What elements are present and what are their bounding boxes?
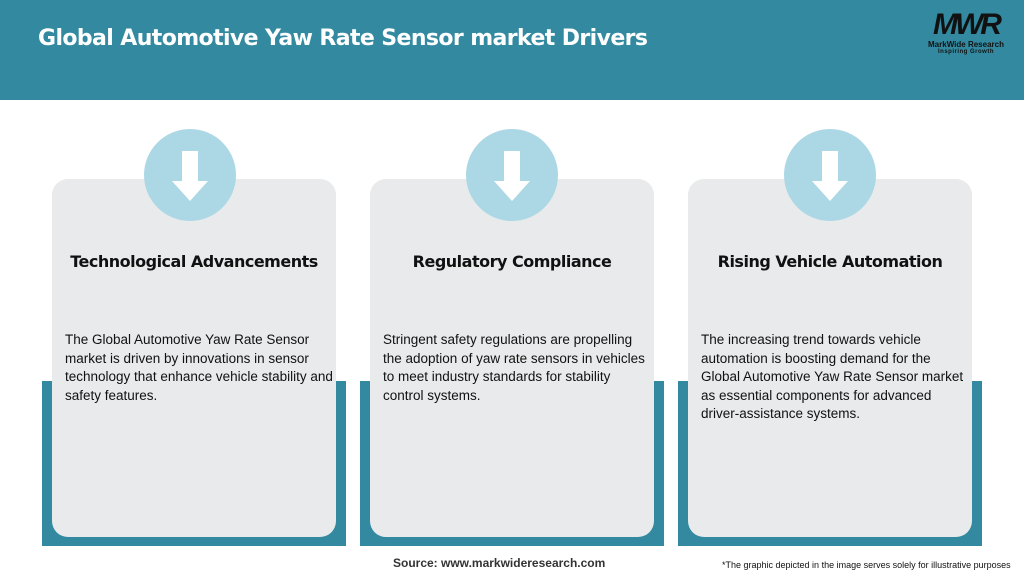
- card-title: Rising Vehicle Automation: [717, 252, 943, 271]
- card-title: Technological Advancements: [70, 252, 318, 271]
- logo-tagline: Inspiring Growth: [938, 49, 994, 55]
- source-citation: Source: www.markwideresearch.com: [393, 556, 606, 570]
- card-text: The Global Automotive Yaw Rate Sensor ma…: [65, 332, 333, 403]
- arrow-down-icon: [144, 129, 236, 221]
- card-text: The increasing trend towards vehicle aut…: [701, 332, 964, 421]
- logo-mark: MWR: [933, 8, 1002, 41]
- card-text: Stringent safety regulations are propell…: [383, 332, 645, 403]
- driver-card-technological: Technological Advancements The Global Au…: [52, 179, 336, 537]
- logo-name: MarkWide Research: [928, 40, 1004, 49]
- disclaimer-note: *The graphic depicted in the image serve…: [722, 560, 1011, 570]
- markwide-logo: MWR MarkWide Research Inspiring Growth: [920, 10, 1012, 56]
- driver-card-regulatory: Regulatory Compliance Stringent safety r…: [370, 179, 654, 537]
- arrow-down-icon: [466, 129, 558, 221]
- arrow-down-icon: [784, 129, 876, 221]
- driver-card-automation: Rising Vehicle Automation The increasing…: [688, 179, 972, 537]
- header-banner: Global Automotive Yaw Rate Sensor market…: [0, 0, 1024, 100]
- card-title: Regulatory Compliance: [412, 252, 612, 271]
- page-title: Global Automotive Yaw Rate Sensor market…: [38, 26, 648, 51]
